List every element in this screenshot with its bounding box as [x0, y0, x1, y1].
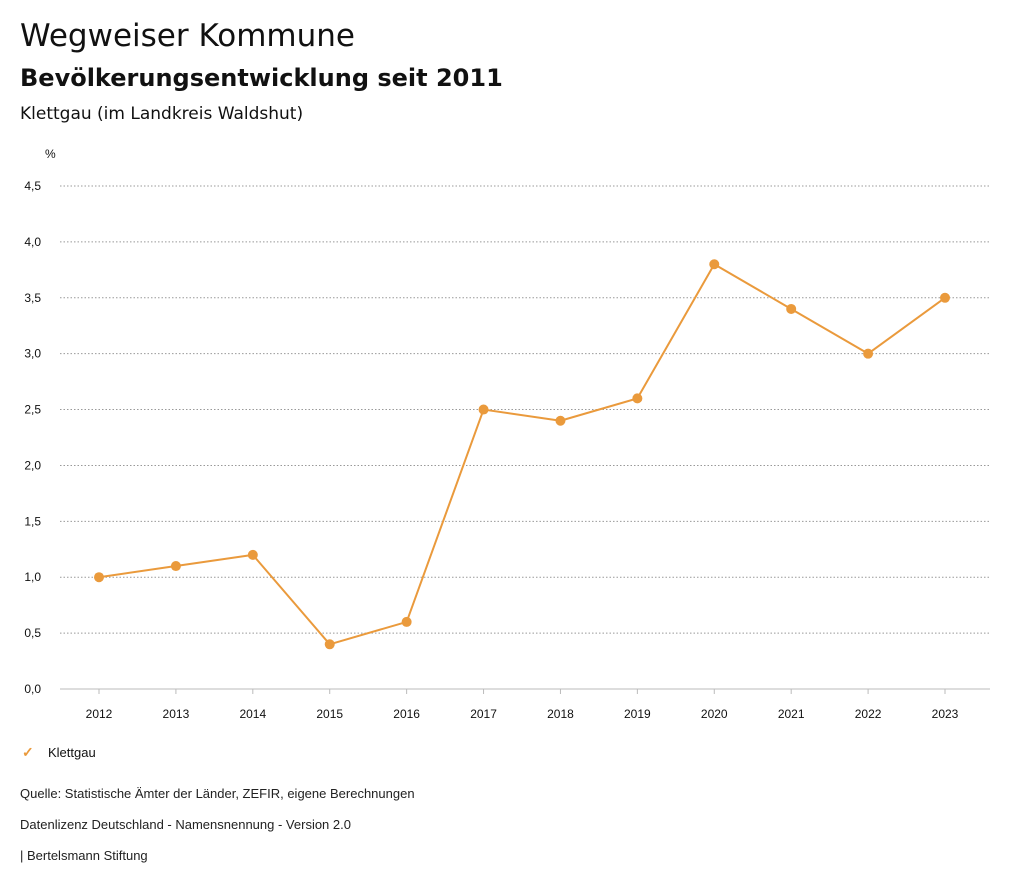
y-tick-label: 4,5 [24, 179, 41, 193]
y-axis-ticks: 0,0 0,5 1,0 1,5 2,0 2,5 3,0 3,5 4,0 4,5 [24, 179, 41, 696]
y-axis-label: % [45, 147, 56, 161]
y-tick-label: 2,5 [24, 403, 41, 417]
data-point-2018[interactable] [555, 415, 566, 426]
source-note: Quelle: Statistische Ämter der Länder, Z… [20, 786, 415, 801]
series-klettgau[interactable] [94, 259, 950, 650]
license-note: Datenlizenz Deutschland - Namensnennung … [20, 817, 351, 832]
x-tick-label: 2018 [547, 707, 574, 721]
line-chart: 0,00,51,01,52,02,53,03,54,04,5 % 2012 201… [24, 147, 990, 721]
check-icon: ✓ [22, 744, 34, 760]
x-axis-ticks: 2012 2013 2014 2015 2016 2017 2018 2019 2020 2021… [86, 689, 959, 721]
x-tick-label: 2015 [316, 707, 343, 721]
data-point-2022[interactable] [863, 348, 874, 359]
x-tick-label: 2023 [932, 707, 959, 721]
y-tick-label: 0,5 [24, 626, 41, 640]
data-point-2013[interactable] [170, 561, 181, 572]
x-tick-label: 2016 [393, 707, 420, 721]
data-point-2015[interactable] [324, 639, 335, 650]
y-tick-label: 0,0 [24, 682, 41, 696]
y-tick-label: 2,0 [24, 458, 41, 472]
page-title: Wegweiser Kommune [20, 18, 355, 54]
legend-item-klettgau[interactable]: ✓ Klettgau [22, 744, 96, 761]
x-tick-label: 2017 [470, 707, 497, 721]
data-point-2021[interactable] [786, 303, 797, 314]
x-tick-label: 2021 [778, 707, 805, 721]
data-point-2016[interactable] [401, 616, 412, 627]
x-tick-label: 2020 [701, 707, 728, 721]
x-tick-label: 2012 [86, 707, 113, 721]
region-label: Klettgau (im Landkreis Waldshut) [20, 104, 304, 124]
y-tick-label: 3,0 [24, 347, 41, 361]
x-tick-label: 2014 [239, 707, 266, 721]
x-tick-label: 2022 [855, 707, 882, 721]
y-tick-label: 3,5 [24, 291, 41, 305]
x-tick-label: 2013 [163, 707, 190, 721]
data-point-2012[interactable] [94, 572, 104, 583]
data-point-2023[interactable] [940, 292, 950, 303]
data-point-2019[interactable] [632, 393, 643, 404]
legend-label: Klettgau [48, 745, 96, 760]
publisher-note: | Bertelsmann Stiftung [20, 848, 148, 863]
data-point-2014[interactable] [247, 549, 258, 560]
y-tick-label: 4,0 [24, 235, 41, 249]
series-line [98, 263, 946, 646]
chart-subtitle: Bevölkerungsentwicklung seit 2011 [20, 64, 503, 92]
x-tick-label: 2019 [624, 707, 651, 721]
data-point-2020[interactable] [709, 259, 720, 270]
gridlines [60, 185, 990, 634]
data-point-2017[interactable] [478, 404, 489, 415]
y-tick-label: 1,0 [24, 570, 41, 584]
y-tick-label: 1,5 [24, 514, 41, 528]
